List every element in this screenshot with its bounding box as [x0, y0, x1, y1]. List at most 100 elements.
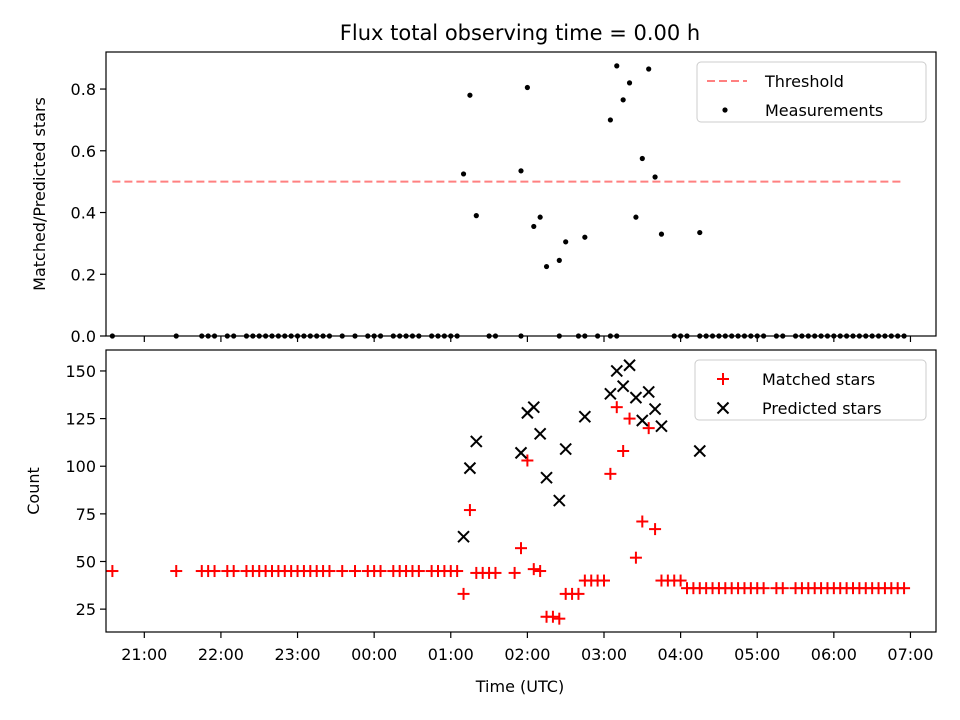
- measurement-point: [531, 223, 537, 230]
- measurement-point: [633, 214, 639, 220]
- matched-star-point: [170, 565, 183, 578]
- matched-star-point: [629, 551, 642, 564]
- matched-star-point: [463, 504, 476, 517]
- measurement-point: [473, 213, 479, 219]
- predicted-star-point: [527, 400, 540, 414]
- matched-star-point: [489, 566, 502, 579]
- matched-star-point: [642, 422, 655, 435]
- matched-star-point: [572, 587, 585, 600]
- legend-label: Measurements: [765, 101, 883, 120]
- legend-measurement-swatch: [722, 107, 728, 113]
- predicted-star-point: [604, 387, 617, 401]
- legend-predicted-swatch: [716, 401, 730, 415]
- matched-star-point: [508, 566, 521, 579]
- measurement-point: [697, 229, 703, 236]
- matched-star-point: [521, 454, 534, 467]
- predicted-star-point: [616, 379, 630, 393]
- predicted-star-point: [648, 402, 662, 416]
- y-axis-label: Matched/Predicted stars: [30, 97, 49, 291]
- measurement-point: [467, 92, 473, 98]
- x-tick-label: 22:00: [198, 645, 244, 664]
- matched-star-point: [604, 467, 617, 480]
- measurement-point: [639, 155, 645, 162]
- matched-star-point: [776, 582, 789, 595]
- x-tick-label: 00:00: [351, 645, 397, 664]
- y-tick-label: 150: [65, 362, 96, 381]
- matched-star-point: [451, 565, 464, 578]
- x-tick-label: 04:00: [658, 645, 704, 664]
- measurement-point: [626, 80, 633, 86]
- legend-label: Matched stars: [762, 370, 875, 389]
- y-tick-label: 100: [65, 457, 96, 476]
- predicted-star-point: [636, 414, 649, 427]
- matched-star-point: [106, 565, 119, 578]
- matched-star-point: [617, 444, 630, 457]
- matched-star-point: [898, 582, 911, 595]
- matched-star-point: [546, 610, 559, 623]
- matched-star-point: [527, 563, 540, 576]
- y-axis-label: Count: [24, 467, 43, 515]
- matched-star-point: [757, 582, 770, 595]
- legend: Threshold Measurements: [696, 61, 927, 123]
- predicted-star-point: [540, 471, 553, 484]
- predicted-star-point: [610, 364, 623, 378]
- predicted-star-point: [463, 461, 477, 475]
- matched-star-point: [457, 587, 470, 600]
- matched-star-point: [227, 565, 240, 578]
- x-tick-label: 21:00: [121, 645, 167, 664]
- predicted-star-point: [514, 446, 528, 460]
- legend-matched-swatch: [717, 373, 729, 385]
- x-tick-label: 05:00: [734, 645, 780, 664]
- predicted-star-point: [578, 410, 592, 423]
- x-tick-label: 23:00: [274, 645, 320, 664]
- y-tick-label: 0.4: [71, 204, 96, 223]
- x-tick-label: 01:00: [428, 645, 474, 664]
- matched-star-point: [623, 412, 636, 425]
- predicted-star-point: [693, 444, 706, 458]
- predicted-star-point: [623, 359, 636, 372]
- matched-star-point: [323, 565, 336, 578]
- matched-star-point: [610, 401, 623, 414]
- matched-star-point: [674, 574, 687, 587]
- matched-star-point: [412, 565, 425, 578]
- measurement-point: [518, 168, 524, 174]
- axes-frame: [105, 51, 937, 337]
- measurement-point: [543, 263, 550, 270]
- measurement-point: [556, 257, 562, 263]
- matched-star-point: [534, 565, 547, 578]
- y-tick-label: 0.6: [71, 142, 96, 161]
- measurement-point: [652, 174, 658, 180]
- measurement-point: [620, 97, 626, 103]
- predicted-star-point: [533, 427, 547, 441]
- predicted-star-point: [559, 442, 572, 456]
- predicted-star-point: [457, 530, 470, 543]
- y-tick-label: 0.2: [71, 265, 96, 284]
- count-panel: 25 50 75 100 125 150 Count 21:00 22:00 23:00 00:00…: [24, 349, 937, 664]
- matched-star-point: [649, 523, 662, 536]
- legend: Matched stars Predicted stars: [694, 359, 927, 421]
- x-tick-label: 06:00: [811, 645, 857, 664]
- matched-star-point: [349, 565, 361, 578]
- measurement-point: [582, 234, 588, 240]
- matched-star-point: [208, 565, 221, 578]
- predicted-star-point: [553, 494, 566, 507]
- measurement-point: [646, 66, 652, 72]
- matched-star-point: [553, 612, 566, 625]
- predicted-star-point: [642, 385, 655, 399]
- legend-label: Predicted stars: [762, 399, 882, 418]
- matched-star-point: [636, 515, 649, 528]
- y-tick-label: 0.0: [71, 327, 96, 346]
- measurement-point: [614, 63, 620, 69]
- y-tick-label: 50: [76, 553, 96, 572]
- measurement-point: [537, 214, 543, 220]
- x-tick-label: 02:00: [504, 645, 550, 664]
- axes-frame: [105, 349, 937, 633]
- predicted-star-point: [629, 391, 643, 404]
- x-tick-label: 07:00: [887, 645, 933, 664]
- matched-star-point: [336, 565, 349, 578]
- measurement-point: [607, 117, 613, 123]
- ratio-panel: 0.0 0.2 0.4 0.6 0.8 Matched/Predicted stars Th…: [30, 51, 937, 346]
- y-tick-label: 125: [65, 410, 96, 429]
- predicted-star-point: [655, 420, 668, 433]
